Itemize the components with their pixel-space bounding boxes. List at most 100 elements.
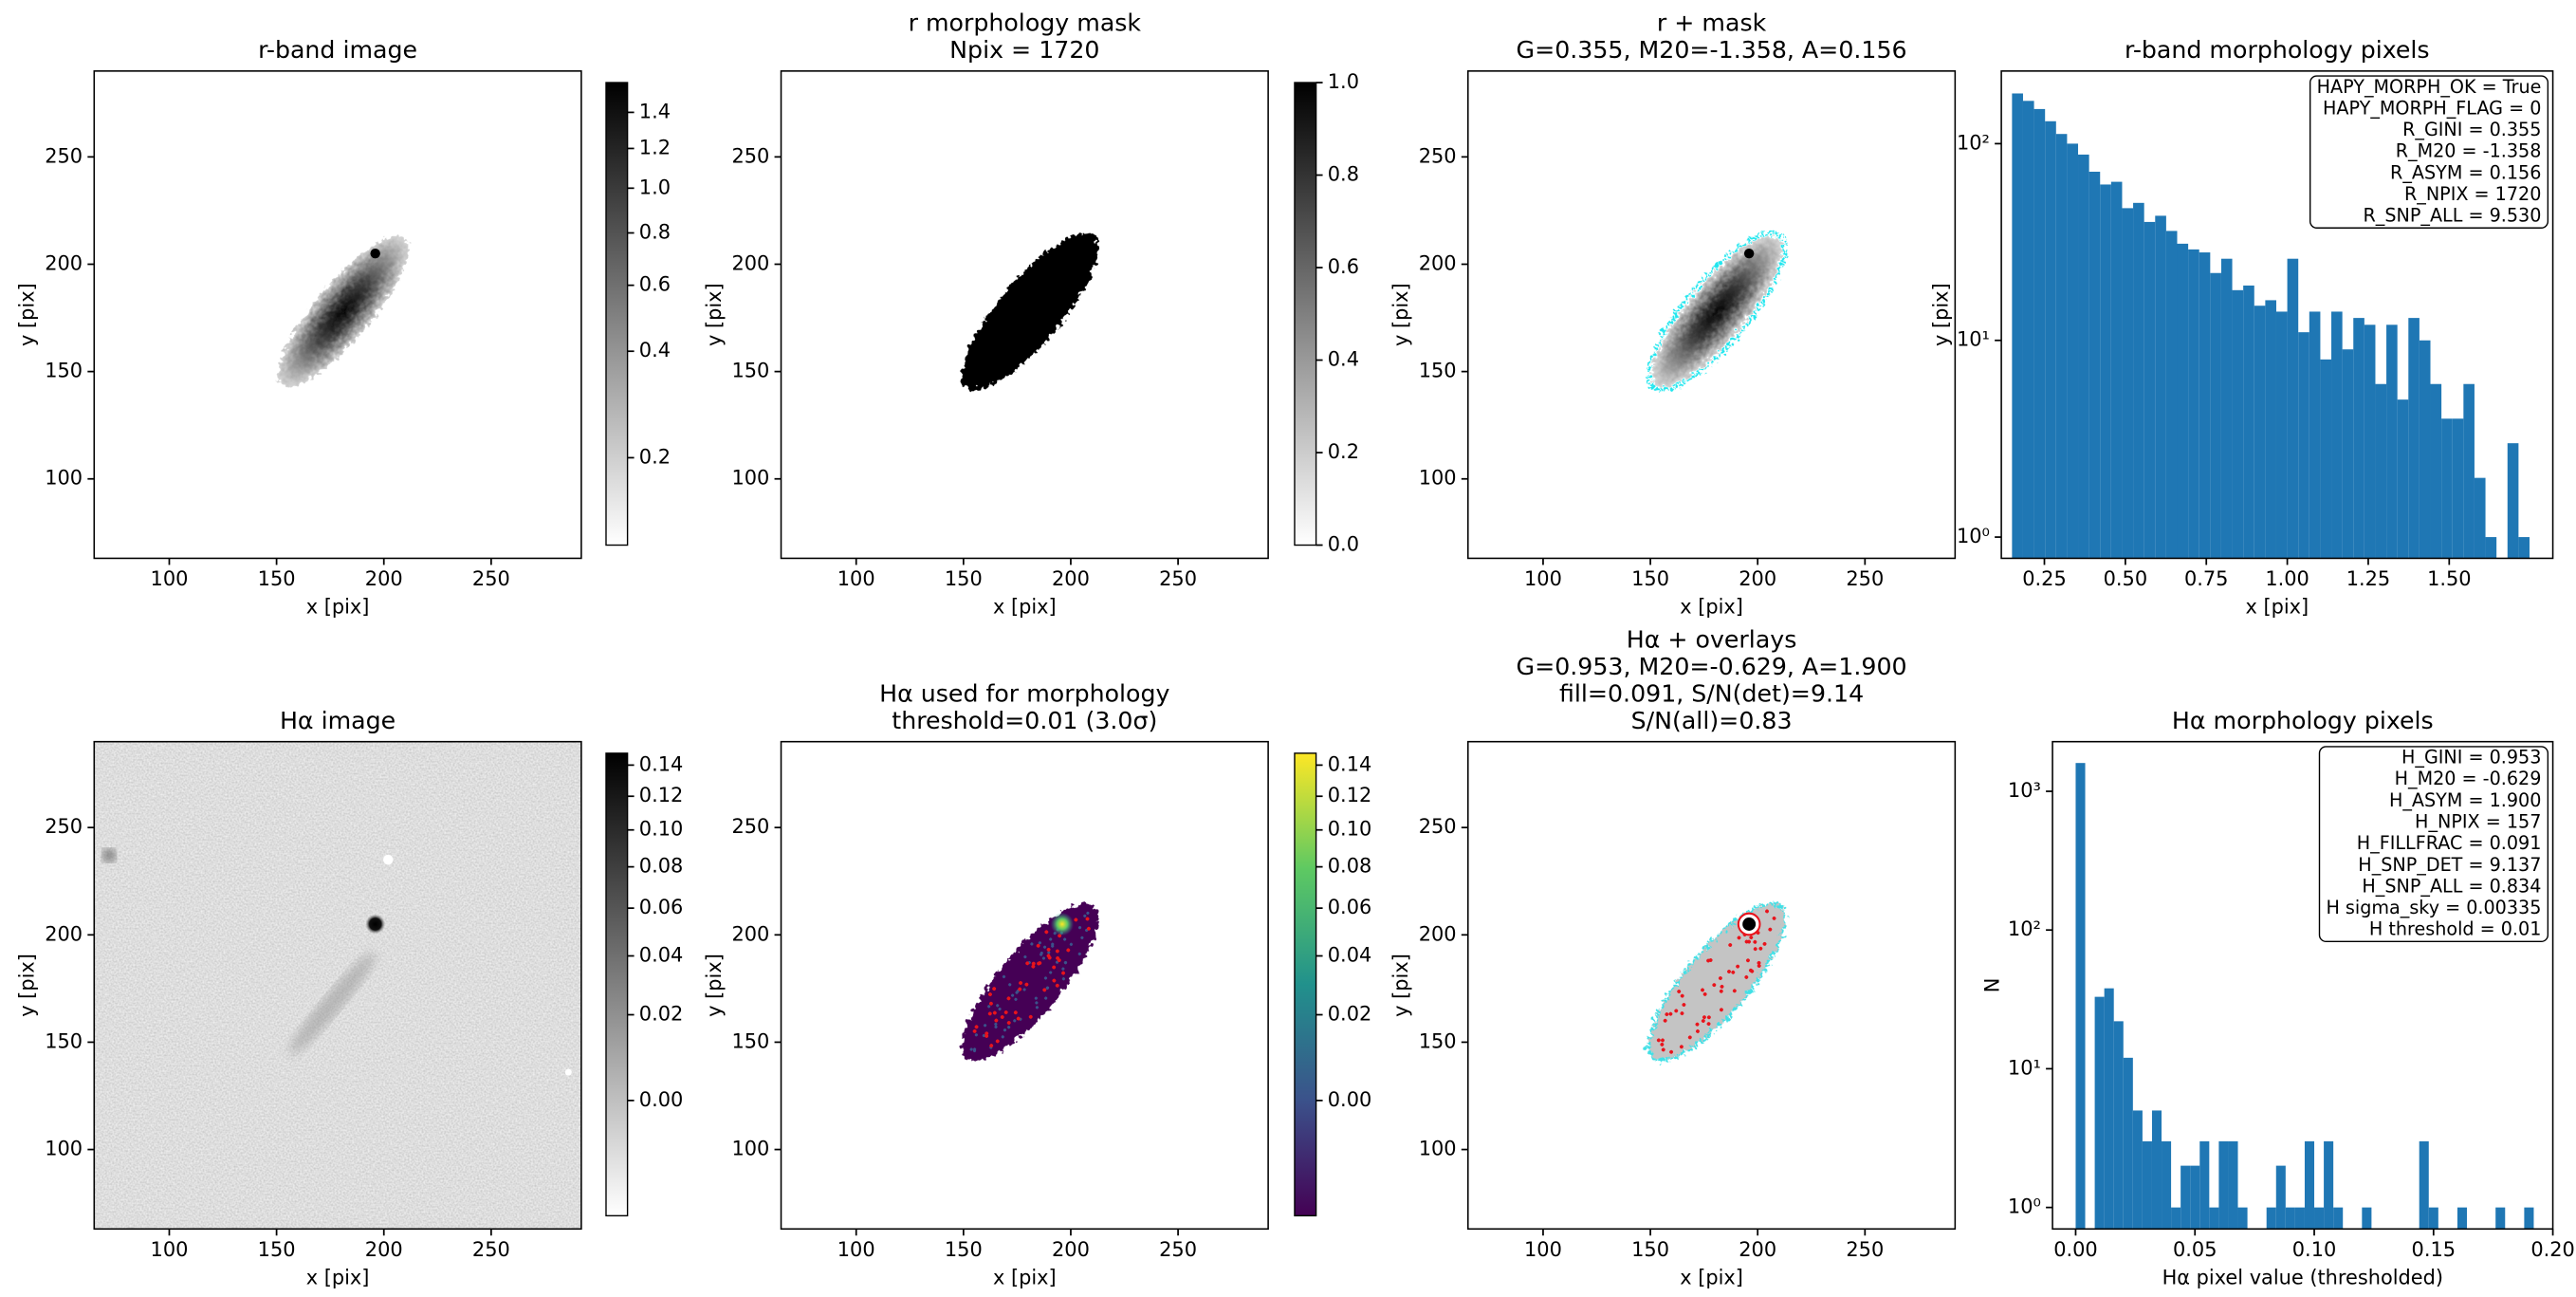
pixel-dot bbox=[987, 1011, 992, 1016]
axes-frame bbox=[1466, 740, 1957, 1231]
panel-title: Hα morphology pixels bbox=[2172, 707, 2434, 734]
colorbar-tick-label: 0.10 bbox=[1328, 818, 1371, 841]
y-tick-label: 100 bbox=[45, 1138, 83, 1160]
x-tick-label: 150 bbox=[258, 1238, 296, 1261]
pixel-dot bbox=[1042, 945, 1047, 949]
x-tick-label: 100 bbox=[151, 1238, 189, 1261]
pixel-dot bbox=[1042, 988, 1047, 992]
bright-spot bbox=[370, 248, 380, 259]
x-tick-label: 250 bbox=[1846, 1238, 1884, 1261]
pixel-dot bbox=[1043, 976, 1048, 980]
pixel-dot bbox=[1720, 984, 1724, 989]
pixel-dot bbox=[1016, 1016, 1021, 1021]
y-tick-label: 100 bbox=[731, 467, 769, 490]
pixel-dot bbox=[1038, 961, 1042, 965]
bar bbox=[2210, 272, 2221, 559]
bar bbox=[2232, 289, 2244, 559]
y-tick-label: 10² bbox=[1957, 131, 1990, 154]
bar bbox=[2237, 1207, 2248, 1230]
x-axis-label: x [pix] bbox=[2245, 596, 2309, 619]
x-tick-label: 1.50 bbox=[2427, 567, 2471, 590]
bar bbox=[2485, 537, 2497, 559]
galaxy bbox=[1651, 235, 1782, 387]
bar bbox=[2243, 285, 2254, 559]
bar bbox=[2419, 340, 2431, 559]
y-tick-label: 10² bbox=[2008, 917, 2041, 940]
bar bbox=[2209, 1207, 2219, 1230]
pixel-dot bbox=[1019, 981, 1022, 985]
pixel-dot bbox=[1077, 952, 1081, 955]
colorbar-tick-label: 0.04 bbox=[639, 943, 683, 966]
x-tick-label: 150 bbox=[945, 1238, 983, 1261]
pixel-dot bbox=[1061, 971, 1065, 975]
y-tick-label: 10¹ bbox=[1957, 328, 1990, 351]
pixel-dot bbox=[1013, 1010, 1018, 1015]
colorbar bbox=[605, 752, 629, 1217]
x-tick-label: 150 bbox=[945, 567, 983, 590]
bar bbox=[2320, 359, 2332, 559]
pixel-dot bbox=[1080, 936, 1084, 939]
pixel-dot bbox=[1731, 970, 1736, 974]
bar bbox=[2266, 1207, 2276, 1230]
mask bbox=[962, 232, 1098, 391]
pixel-dot bbox=[994, 1018, 999, 1023]
bar bbox=[2386, 324, 2398, 559]
bar bbox=[2180, 1165, 2191, 1230]
x-tick-label: 0.50 bbox=[2104, 567, 2147, 590]
pixel-dot bbox=[1028, 1014, 1033, 1019]
x-tick-label: 0.00 bbox=[2053, 1238, 2097, 1261]
bright-spot bbox=[1743, 248, 1755, 259]
x-axis-label: x [pix] bbox=[1680, 1267, 1743, 1289]
axes-frame bbox=[2000, 70, 2554, 560]
pixel-dot bbox=[1661, 1047, 1665, 1052]
image-area bbox=[277, 235, 409, 387]
pixel-dot bbox=[1061, 967, 1065, 971]
y-tick-label: 150 bbox=[1419, 1029, 1457, 1052]
x-tick-label: 200 bbox=[1052, 567, 1090, 590]
pixel-dot bbox=[1708, 958, 1713, 962]
pixel-dot bbox=[1706, 1015, 1711, 1020]
axes-frame bbox=[93, 740, 582, 1231]
bar bbox=[2285, 1207, 2295, 1230]
annotation-line: H_NPIX = 157 bbox=[2415, 810, 2541, 832]
pixel-dot bbox=[1035, 1001, 1039, 1005]
y-tick-label: 250 bbox=[731, 815, 769, 838]
pixel-dot bbox=[1750, 969, 1755, 973]
y-axis-label: y [pix] bbox=[1389, 954, 1412, 1017]
bar bbox=[2397, 399, 2409, 559]
bar bbox=[2199, 1140, 2210, 1230]
colorbar-tick-label: 0.4 bbox=[1328, 348, 1359, 371]
x-axis-label: Hα pixel value (thresholded) bbox=[2162, 1267, 2443, 1289]
bar bbox=[2353, 318, 2364, 559]
x-tick-label: 200 bbox=[365, 1238, 403, 1261]
bar bbox=[2309, 311, 2321, 559]
y-axis-label: y [pix] bbox=[703, 954, 726, 1017]
pixel-dot bbox=[1744, 939, 1749, 944]
colorbar-tick-label: 0.00 bbox=[639, 1088, 683, 1111]
pixel-dot bbox=[1002, 974, 1006, 978]
pixel-dot bbox=[1044, 930, 1049, 935]
y-axis-label: y [pix] bbox=[1389, 283, 1412, 346]
bar bbox=[2333, 1207, 2344, 1230]
x-tick-label: 0.25 bbox=[2022, 567, 2066, 590]
y-tick-label: 100 bbox=[1419, 467, 1457, 490]
pixel-dot bbox=[1086, 911, 1090, 915]
pixel-dot bbox=[1046, 947, 1051, 952]
y-tick-label: 150 bbox=[45, 360, 83, 382]
y-tick-label: 100 bbox=[1419, 1138, 1457, 1160]
pixel-dot bbox=[1030, 942, 1034, 946]
colorbar-tick-label: 0.02 bbox=[639, 1003, 683, 1026]
annotation-line: HAPY_MORPH_OK = True bbox=[2317, 76, 2542, 98]
colorbar-tick-label: 0.2 bbox=[639, 445, 671, 468]
bar bbox=[2430, 383, 2442, 559]
panel-title: Npix = 1720 bbox=[949, 36, 1099, 64]
x-axis-label: x [pix] bbox=[993, 596, 1057, 619]
pixel-dot bbox=[1049, 971, 1053, 974]
bar bbox=[2162, 1140, 2172, 1230]
bar bbox=[2428, 1207, 2438, 1230]
pixel-dot bbox=[1049, 937, 1053, 941]
pixel-dot bbox=[1668, 1011, 1673, 1016]
pixel-dot bbox=[1086, 926, 1091, 931]
pixel-dot bbox=[1712, 983, 1717, 988]
pixel-dot bbox=[1660, 1042, 1665, 1047]
